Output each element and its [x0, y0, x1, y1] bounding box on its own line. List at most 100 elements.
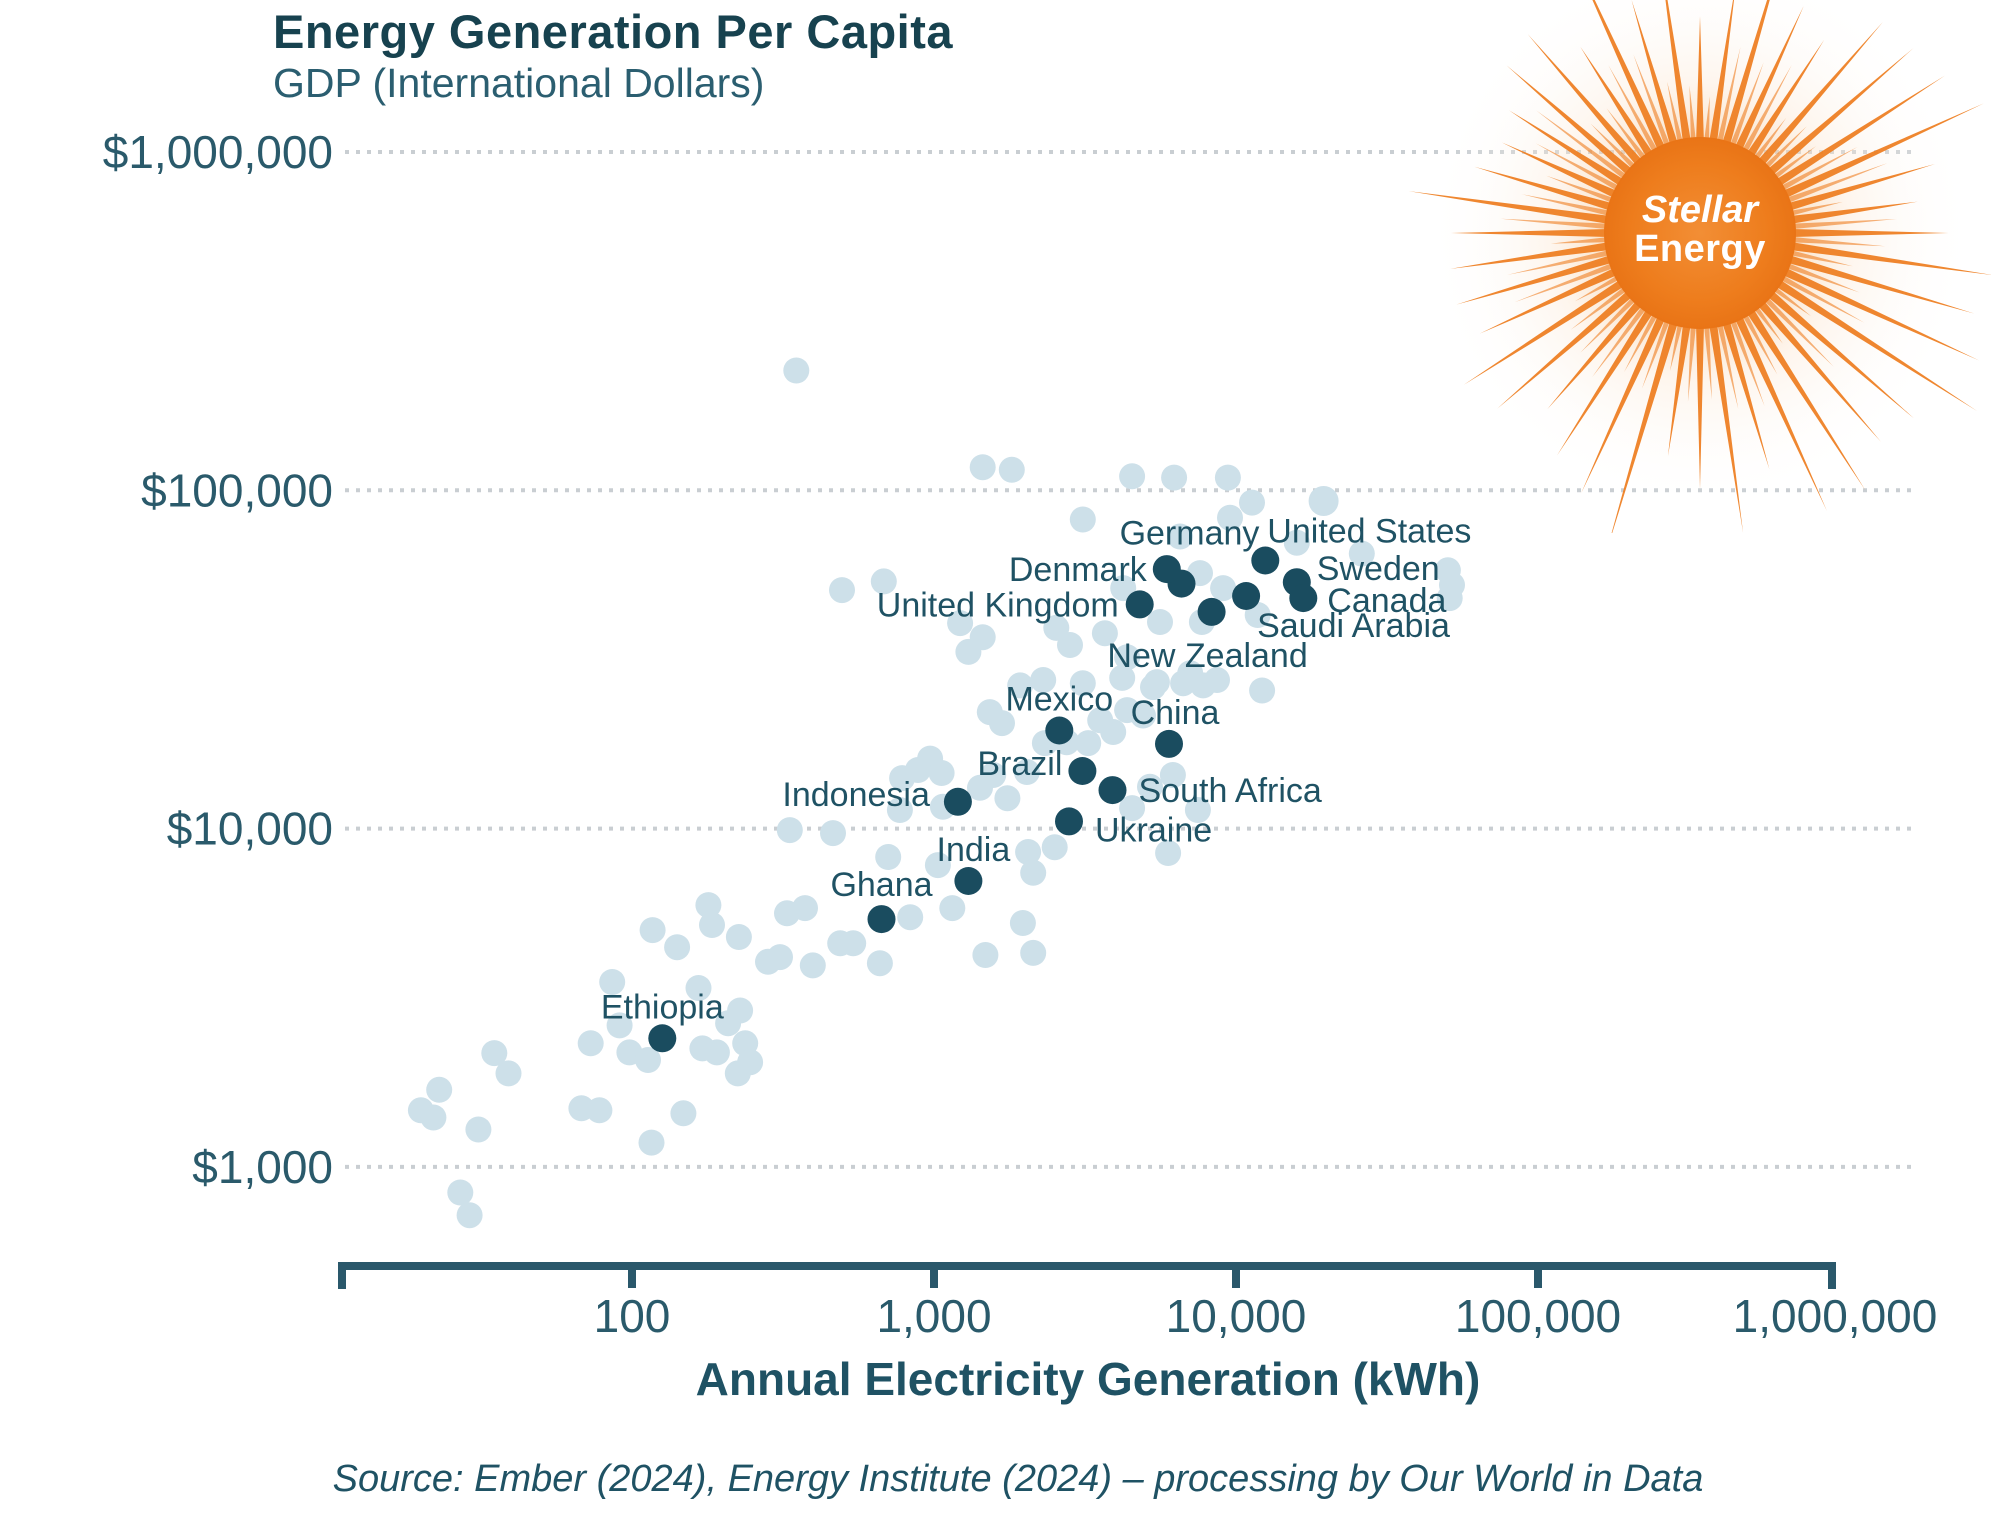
background-point[interactable] [481, 1040, 508, 1067]
background-point[interactable] [897, 904, 924, 931]
data-point-united-states[interactable] [1251, 546, 1280, 575]
background-point[interactable] [1155, 840, 1182, 866]
background-point[interactable] [866, 950, 893, 977]
background-point[interactable] [1030, 667, 1057, 693]
background-point[interactable] [1210, 575, 1237, 602]
background-point[interactable] [1075, 730, 1102, 757]
background-point[interactable] [1020, 939, 1047, 966]
background-point[interactable] [1161, 464, 1188, 491]
background-point[interactable] [586, 1097, 613, 1124]
background-point[interactable] [840, 930, 867, 957]
background-point[interactable] [1013, 759, 1040, 785]
background-point[interactable] [967, 774, 993, 801]
background-point[interactable] [886, 797, 913, 823]
background-point[interactable] [1167, 523, 1194, 550]
data-point-ethiopia[interactable] [648, 1024, 677, 1053]
background-point[interactable] [755, 948, 781, 975]
background-point[interactable] [1147, 609, 1173, 635]
background-point[interactable] [774, 900, 800, 927]
background-point[interactable] [465, 1116, 492, 1143]
data-point-denmark[interactable] [1152, 555, 1181, 584]
data-point-ukraine[interactable] [1055, 807, 1083, 836]
background-point[interactable] [905, 757, 931, 783]
background-point[interactable] [939, 895, 966, 922]
background-point[interactable] [1020, 859, 1047, 886]
background-point[interactable] [1214, 464, 1241, 491]
data-point-new-zealand[interactable] [1197, 597, 1226, 626]
data-point-south-africa[interactable] [1098, 776, 1127, 805]
background-point[interactable] [1143, 669, 1170, 696]
background-point[interactable] [1170, 670, 1197, 697]
data-point-indonesia[interactable] [943, 787, 972, 816]
data-point-brazil[interactable] [1068, 757, 1097, 785]
background-point[interactable] [1043, 614, 1070, 641]
background-point[interactable] [426, 1076, 453, 1103]
background-point[interactable] [924, 852, 951, 879]
background-point[interactable] [1069, 506, 1096, 533]
background-point[interactable] [1009, 910, 1036, 936]
background-point[interactable] [1091, 620, 1118, 647]
background-point[interactable] [1283, 529, 1310, 556]
background-point[interactable] [1436, 585, 1463, 612]
data-point-china[interactable] [1155, 729, 1183, 758]
background-point[interactable] [599, 969, 626, 995]
background-point[interactable] [1069, 670, 1096, 697]
data-point-ghana[interactable] [867, 905, 896, 934]
background-point[interactable] [638, 1129, 665, 1156]
background-point[interactable] [695, 892, 722, 919]
background-point[interactable] [1137, 773, 1163, 800]
background-point[interactable] [1348, 540, 1375, 567]
background-point[interactable] [420, 1104, 447, 1131]
background-point[interactable] [955, 638, 982, 665]
background-point[interactable] [1217, 504, 1243, 531]
background-point[interactable] [1007, 672, 1034, 699]
background-point[interactable] [1119, 795, 1146, 822]
data-point-canada[interactable] [1289, 584, 1318, 613]
background-point[interactable] [606, 1012, 633, 1039]
background-point[interactable] [1114, 644, 1141, 671]
data-point-mexico[interactable] [1045, 716, 1074, 745]
background-point[interactable] [635, 1047, 661, 1073]
background-point[interactable] [699, 912, 725, 938]
background-point[interactable] [870, 568, 897, 595]
background-point[interactable] [994, 785, 1021, 812]
background-point[interactable] [456, 1202, 483, 1229]
background-point[interactable] [1249, 677, 1276, 704]
data-point-saudi-arabia[interactable] [1232, 582, 1261, 610]
background-point[interactable] [447, 1179, 474, 1206]
data-point-united-kingdom[interactable] [1125, 590, 1154, 619]
background-point[interactable] [715, 1010, 742, 1037]
background-point[interactable] [724, 1060, 751, 1087]
background-point[interactable] [703, 1039, 730, 1066]
background-point[interactable] [829, 577, 855, 604]
background-point[interactable] [989, 710, 1015, 737]
background-point[interactable] [1109, 664, 1136, 691]
data-point-india[interactable] [954, 867, 983, 895]
background-point[interactable] [1159, 762, 1186, 788]
background-point[interactable] [664, 934, 691, 961]
background-point[interactable] [820, 820, 846, 847]
background-point[interactable] [783, 357, 810, 384]
background-point[interactable] [1119, 463, 1146, 490]
background-point[interactable] [1308, 486, 1339, 516]
background-point[interactable] [639, 917, 666, 944]
background-point[interactable] [998, 456, 1025, 483]
background-point[interactable] [1041, 834, 1068, 861]
background-point[interactable] [670, 1100, 697, 1127]
background-point[interactable] [1239, 489, 1265, 516]
background-point[interactable] [928, 760, 955, 786]
background-point[interactable] [1015, 839, 1042, 865]
background-point[interactable] [1100, 719, 1127, 745]
background-point[interactable] [969, 454, 996, 481]
background-point[interactable] [1110, 575, 1137, 602]
background-point[interactable] [1190, 672, 1217, 699]
background-point[interactable] [495, 1060, 522, 1087]
background-point[interactable] [725, 924, 752, 950]
background-point[interactable] [685, 975, 712, 1001]
background-point[interactable] [972, 942, 999, 968]
background-point[interactable] [947, 610, 974, 637]
background-point[interactable] [799, 952, 826, 979]
background-point[interactable] [875, 844, 902, 870]
background-point[interactable] [577, 1030, 604, 1057]
background-point[interactable] [1184, 797, 1211, 823]
